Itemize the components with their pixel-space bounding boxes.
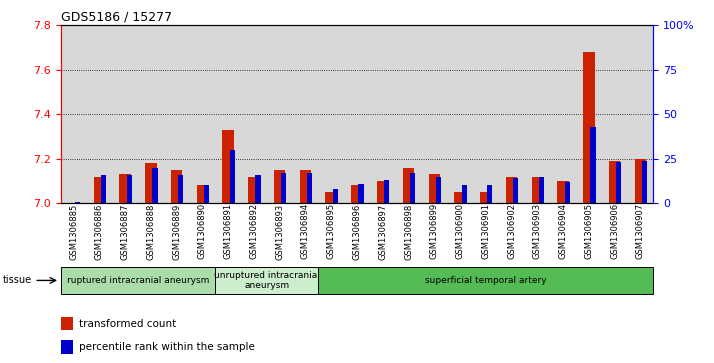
Text: GSM1306888: GSM1306888 [146, 203, 156, 260]
Bar [126, 175, 132, 203]
Text: GSM1306904: GSM1306904 [558, 203, 568, 259]
Bar [256, 175, 261, 203]
Text: GSM1306899: GSM1306899 [430, 203, 439, 260]
Text: GSM1306903: GSM1306903 [533, 203, 542, 260]
Bar [178, 175, 183, 203]
Bar [145, 163, 156, 203]
Text: GDS5186 / 15277: GDS5186 / 15277 [61, 11, 172, 24]
FancyBboxPatch shape [318, 266, 653, 294]
FancyBboxPatch shape [61, 266, 216, 294]
Bar [351, 185, 363, 203]
Text: percentile rank within the sample: percentile rank within the sample [79, 342, 254, 352]
Bar [94, 176, 105, 203]
Bar [300, 170, 311, 203]
Text: GSM1306897: GSM1306897 [378, 203, 387, 260]
Text: GSM1306887: GSM1306887 [121, 203, 130, 260]
Bar [281, 173, 286, 203]
Bar [642, 160, 647, 203]
Text: GSM1306902: GSM1306902 [507, 203, 516, 259]
Bar [101, 175, 106, 203]
Bar [75, 201, 80, 203]
Bar [590, 127, 595, 203]
Bar [488, 185, 493, 203]
Text: GSM1306893: GSM1306893 [275, 203, 284, 260]
Text: GSM1306890: GSM1306890 [198, 203, 207, 260]
Text: GSM1306905: GSM1306905 [584, 203, 593, 259]
Text: GSM1306885: GSM1306885 [69, 203, 78, 260]
Text: transformed count: transformed count [79, 318, 176, 329]
Bar [480, 192, 492, 203]
Bar [307, 173, 312, 203]
Text: superficial temporal artery: superficial temporal artery [425, 276, 547, 285]
Bar [248, 176, 260, 203]
Bar [171, 170, 183, 203]
Text: GSM1306892: GSM1306892 [249, 203, 258, 260]
Bar [152, 168, 158, 203]
Bar [410, 173, 415, 203]
Text: unruptured intracranial
aneurysm: unruptured intracranial aneurysm [214, 271, 320, 290]
Bar [635, 159, 646, 203]
Text: GSM1306886: GSM1306886 [95, 203, 104, 260]
Text: GSM1306898: GSM1306898 [404, 203, 413, 260]
Bar [61, 340, 74, 354]
Text: GSM1306894: GSM1306894 [301, 203, 310, 260]
Bar [539, 177, 544, 203]
Text: GSM1306895: GSM1306895 [327, 203, 336, 260]
Bar [436, 177, 441, 203]
Bar [377, 181, 388, 203]
FancyBboxPatch shape [216, 266, 318, 294]
Bar [558, 181, 569, 203]
Bar [403, 168, 414, 203]
Bar [583, 52, 595, 203]
Bar [609, 161, 620, 203]
Bar [565, 182, 570, 203]
Bar [616, 162, 621, 203]
Bar [119, 174, 131, 203]
Bar [384, 180, 389, 203]
Bar [326, 192, 337, 203]
Bar [513, 178, 518, 203]
Text: GSM1306901: GSM1306901 [481, 203, 491, 259]
Bar [461, 185, 467, 203]
Bar [358, 184, 363, 203]
Text: tissue: tissue [3, 275, 32, 285]
Text: GSM1306906: GSM1306906 [610, 203, 619, 260]
Bar [428, 174, 440, 203]
Text: GSM1306900: GSM1306900 [456, 203, 465, 259]
Bar [222, 130, 234, 203]
Text: GSM1306891: GSM1306891 [223, 203, 233, 260]
Text: GSM1306889: GSM1306889 [172, 203, 181, 260]
Text: ruptured intracranial aneurysm: ruptured intracranial aneurysm [67, 276, 209, 285]
Bar [531, 176, 543, 203]
Bar [274, 170, 286, 203]
Bar [230, 150, 235, 203]
Bar [506, 176, 518, 203]
Bar [454, 192, 466, 203]
Bar [333, 189, 338, 203]
Bar [61, 317, 74, 330]
Bar [196, 185, 208, 203]
Text: GSM1306896: GSM1306896 [353, 203, 361, 260]
Text: GSM1306907: GSM1306907 [636, 203, 645, 260]
Bar [204, 185, 209, 203]
